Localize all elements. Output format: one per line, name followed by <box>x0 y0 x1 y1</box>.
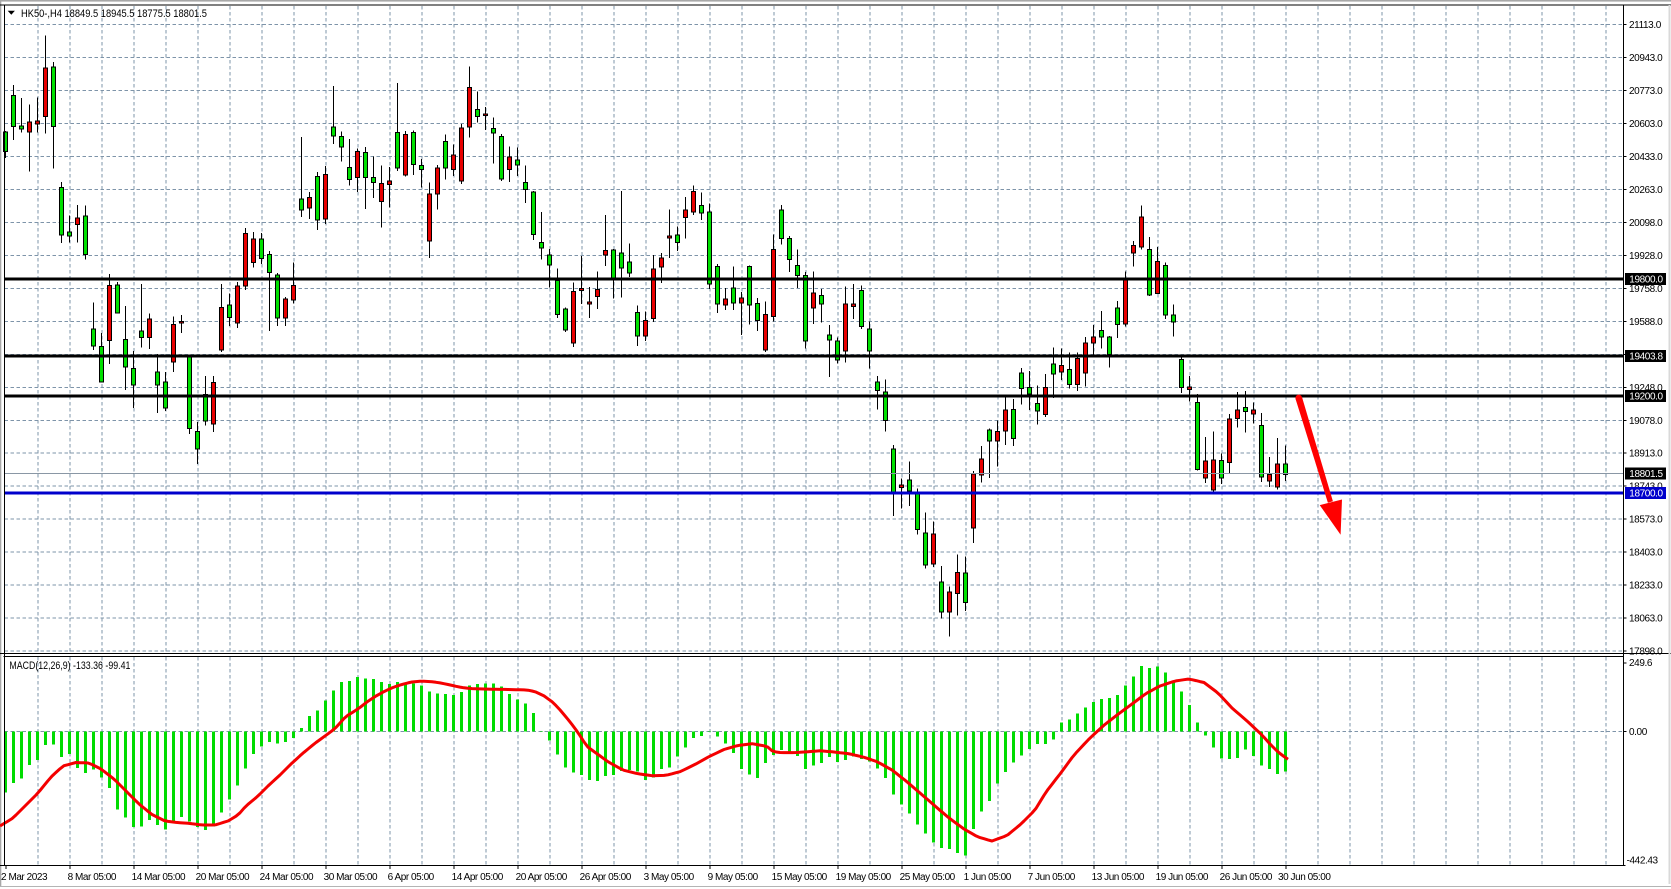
svg-text:17898.0: 17898.0 <box>1629 647 1663 658</box>
svg-text:19588.0: 19588.0 <box>1629 317 1663 328</box>
svg-text:3 May 05:00: 3 May 05:00 <box>644 872 695 883</box>
svg-text:21113.0: 21113.0 <box>1629 20 1662 31</box>
svg-text:19200.0: 19200.0 <box>1629 392 1663 403</box>
svg-text:19 May 05:00: 19 May 05:00 <box>836 872 892 883</box>
svg-text:26 Jun 05:00: 26 Jun 05:00 <box>1220 872 1273 883</box>
svg-text:14 Mar 05:00: 14 Mar 05:00 <box>132 872 186 883</box>
svg-text:0.00: 0.00 <box>1629 727 1648 738</box>
svg-text:18233.0: 18233.0 <box>1629 581 1663 592</box>
svg-text:13 Jun 05:00: 13 Jun 05:00 <box>1092 872 1145 883</box>
svg-text:HK50-,H4 18849.5 18945.5 1877: HK50-,H4 18849.5 18945.5 18775.5 18801.5 <box>21 8 207 20</box>
svg-text:7 Jun 05:00: 7 Jun 05:00 <box>1028 872 1076 883</box>
svg-text:20433.0: 20433.0 <box>1629 152 1663 163</box>
svg-text:19800.0: 19800.0 <box>1629 275 1663 286</box>
svg-text:8 Mar 05:00: 8 Mar 05:00 <box>68 872 117 883</box>
svg-text:19928.0: 19928.0 <box>1629 251 1663 262</box>
svg-text:19403.8: 19403.8 <box>1629 352 1663 363</box>
svg-text:20603.0: 20603.0 <box>1629 119 1663 130</box>
svg-text:19 Jun 05:00: 19 Jun 05:00 <box>1156 872 1209 883</box>
svg-text:20773.0: 20773.0 <box>1629 86 1663 97</box>
svg-text:-442.43: -442.43 <box>1627 855 1659 866</box>
svg-text:26 Apr 05:00: 26 Apr 05:00 <box>580 872 632 883</box>
svg-text:15 May 05:00: 15 May 05:00 <box>772 872 828 883</box>
svg-text:14 Apr 05:00: 14 Apr 05:00 <box>452 872 504 883</box>
svg-text:6 Apr 05:00: 6 Apr 05:00 <box>388 872 435 883</box>
svg-text:19758.0: 19758.0 <box>1629 284 1663 295</box>
svg-text:18573.0: 18573.0 <box>1629 515 1663 526</box>
svg-text:MACD(12,26,9) -133.36 -99.41: MACD(12,26,9) -133.36 -99.41 <box>9 660 130 672</box>
svg-text:249.6: 249.6 <box>1629 658 1653 669</box>
svg-text:18801.5: 18801.5 <box>1629 469 1663 480</box>
svg-text:1 Jun 05:00: 1 Jun 05:00 <box>964 872 1012 883</box>
svg-text:30 Jun 05:00: 30 Jun 05:00 <box>1278 872 1331 883</box>
svg-text:20 Mar 05:00: 20 Mar 05:00 <box>196 872 250 883</box>
svg-text:20098.0: 20098.0 <box>1629 218 1663 229</box>
svg-text:20263.0: 20263.0 <box>1629 185 1663 196</box>
svg-text:18700.0: 18700.0 <box>1629 489 1663 500</box>
svg-text:30 Mar 05:00: 30 Mar 05:00 <box>324 872 378 883</box>
svg-text:20 Apr 05:00: 20 Apr 05:00 <box>516 872 568 883</box>
svg-text:18913.0: 18913.0 <box>1629 449 1663 460</box>
svg-text:19248.0: 19248.0 <box>1629 383 1663 394</box>
svg-text:25 May 05:00: 25 May 05:00 <box>900 872 956 883</box>
svg-text:18063.0: 18063.0 <box>1629 614 1663 625</box>
svg-text:2 Mar 2023: 2 Mar 2023 <box>1 872 48 883</box>
svg-text:9 May 05:00: 9 May 05:00 <box>708 872 759 883</box>
svg-text:19078.0: 19078.0 <box>1629 416 1663 427</box>
svg-text:18403.0: 18403.0 <box>1629 548 1663 559</box>
svg-text:24 Mar 05:00: 24 Mar 05:00 <box>260 872 314 883</box>
svg-text:20943.0: 20943.0 <box>1629 53 1663 64</box>
